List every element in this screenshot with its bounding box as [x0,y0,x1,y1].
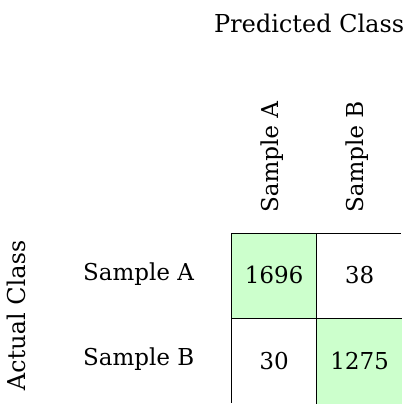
column-label-sample-a: Sample A [258,101,284,212]
predicted-class-title: Predicted Class [214,10,405,38]
matrix-cell-b-b: 1275 [317,319,402,404]
matrix-cell-a-b: 38 [317,234,402,319]
actual-class-title: Actual Class [3,239,31,391]
matrix-cell-b-a: 30 [232,319,317,404]
matrix-cell-a-a: 1696 [232,234,317,319]
column-label-sample-b: Sample B [343,100,369,212]
confusion-matrix: 1696 38 30 1275 [231,233,402,404]
row-label-sample-b: Sample B [83,345,195,371]
row-label-sample-a: Sample A [83,260,194,286]
